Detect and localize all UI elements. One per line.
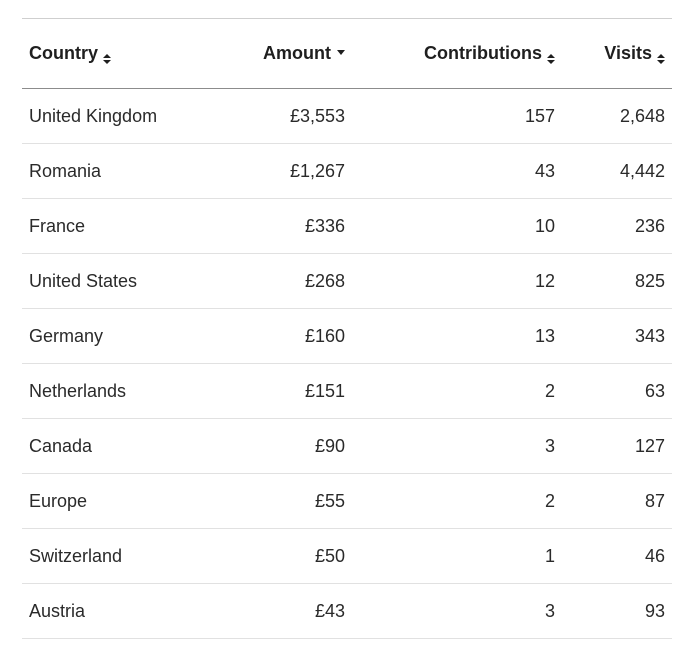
- cell-amount: £268: [222, 253, 352, 309]
- header-row: Country Amount Contributions Visits: [22, 18, 672, 89]
- cell-country: Netherlands: [22, 363, 222, 419]
- cell-amount: £3,553: [222, 88, 352, 144]
- cell-country: Germany: [22, 308, 222, 364]
- cell-contributions: 10: [352, 198, 562, 254]
- cell-country: Romania: [22, 143, 222, 199]
- cell-contributions: 1: [352, 528, 562, 584]
- sort-up-down-icon: [657, 54, 665, 64]
- cell-visits: 825: [562, 253, 672, 309]
- cell-visits: 46: [562, 528, 672, 584]
- table-body: United Kingdom £3,553 157 2,648 Romania …: [22, 88, 672, 639]
- cell-visits: 127: [562, 418, 672, 474]
- table-row: United States £268 12 825: [22, 253, 672, 309]
- table-header: Country Amount Contributions Visits: [22, 18, 672, 89]
- column-header-contributions-label: Contributions: [424, 43, 542, 63]
- cell-contributions: 12: [352, 253, 562, 309]
- cell-country: France: [22, 198, 222, 254]
- contributions-table: Country Amount Contributions Visits Unit…: [22, 18, 672, 639]
- table-row: United Kingdom £3,553 157 2,648: [22, 88, 672, 144]
- cell-contributions: 2: [352, 473, 562, 529]
- sort-descending-icon: [337, 50, 345, 55]
- cell-visits: 93: [562, 583, 672, 639]
- table-row: Switzerland £50 1 46: [22, 528, 672, 584]
- cell-country: Austria: [22, 583, 222, 639]
- cell-amount: £1,267: [222, 143, 352, 199]
- cell-country: Switzerland: [22, 528, 222, 584]
- cell-contributions: 3: [352, 418, 562, 474]
- cell-contributions: 2: [352, 363, 562, 419]
- column-header-visits[interactable]: Visits: [562, 18, 672, 89]
- cell-contributions: 43: [352, 143, 562, 199]
- cell-amount: £43: [222, 583, 352, 639]
- cell-visits: 4,442: [562, 143, 672, 199]
- column-header-amount-label: Amount: [263, 43, 331, 63]
- column-header-amount[interactable]: Amount: [222, 18, 352, 89]
- cell-visits: 87: [562, 473, 672, 529]
- table-row: Germany £160 13 343: [22, 308, 672, 364]
- cell-visits: 63: [562, 363, 672, 419]
- cell-country: United States: [22, 253, 222, 309]
- column-header-country-label: Country: [29, 43, 98, 63]
- table-row: Austria £43 3 93: [22, 583, 672, 639]
- table-row: Europe £55 2 87: [22, 473, 672, 529]
- cell-visits: 343: [562, 308, 672, 364]
- cell-amount: £50: [222, 528, 352, 584]
- contributions-by-country-table-container: Country Amount Contributions Visits Unit…: [22, 18, 672, 639]
- cell-amount: £55: [222, 473, 352, 529]
- column-header-country[interactable]: Country: [22, 18, 222, 89]
- cell-visits: 236: [562, 198, 672, 254]
- cell-country: Canada: [22, 418, 222, 474]
- cell-contributions: 3: [352, 583, 562, 639]
- table-row: France £336 10 236: [22, 198, 672, 254]
- cell-amount: £336: [222, 198, 352, 254]
- cell-country: Europe: [22, 473, 222, 529]
- cell-country: United Kingdom: [22, 88, 222, 144]
- cell-visits: 2,648: [562, 88, 672, 144]
- column-header-contributions[interactable]: Contributions: [352, 18, 562, 89]
- table-row: Netherlands £151 2 63: [22, 363, 672, 419]
- table-row: Romania £1,267 43 4,442: [22, 143, 672, 199]
- table-row: Canada £90 3 127: [22, 418, 672, 474]
- sort-up-down-icon: [103, 54, 111, 64]
- cell-contributions: 13: [352, 308, 562, 364]
- cell-amount: £151: [222, 363, 352, 419]
- column-header-visits-label: Visits: [604, 43, 652, 63]
- cell-amount: £160: [222, 308, 352, 364]
- sort-up-down-icon: [547, 54, 555, 64]
- cell-amount: £90: [222, 418, 352, 474]
- cell-contributions: 157: [352, 88, 562, 144]
